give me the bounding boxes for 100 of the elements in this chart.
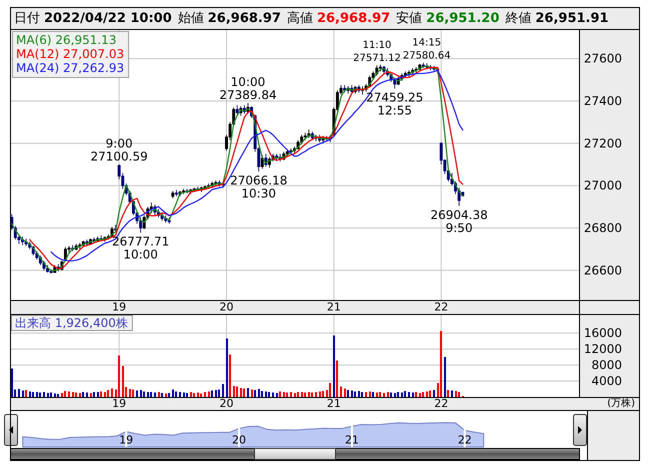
bar [136,390,138,397]
bar [32,392,34,397]
bar [311,392,313,397]
bar [440,330,442,397]
bar [351,390,353,397]
bar [447,390,449,397]
x-tick-label: 19 [119,434,134,446]
y-tick-label: 8000 [591,358,622,372]
bar [455,391,457,397]
bar [204,392,206,397]
bar [279,391,281,397]
bar [218,389,220,397]
x-tick-label: 20 [220,300,234,314]
annotation: 26777.71 10:00 [112,234,170,262]
text: 26,951.91 [535,11,609,26]
text: 26,951.20 [426,11,500,26]
bar [319,391,321,397]
bar [111,388,113,397]
y-tick-label: 4000 [591,374,622,388]
bar [301,392,303,397]
chart-title: 出来高 1,926,400株 [15,316,128,330]
text: MA(24) 27,262.93 [16,61,124,75]
bar [433,390,435,397]
bar [322,391,324,397]
bar [333,336,335,397]
text: 日付 [14,11,40,26]
bar [175,391,177,397]
bar [68,391,70,397]
bar [344,388,346,397]
bar [57,394,59,397]
bar [18,389,20,397]
bar [11,368,13,397]
bar [215,390,217,397]
bar [179,392,181,397]
bar [129,389,131,397]
annotation: 27459.25 12:55 [366,90,424,118]
bar [197,392,199,397]
y-tick-label: 26800 [584,221,622,236]
bar [25,390,27,397]
bar [107,390,109,397]
bar [347,390,349,397]
bar [251,389,253,397]
bar [22,390,24,397]
bar [161,393,163,397]
bar [118,356,120,397]
bar [336,360,338,397]
bar [354,391,356,397]
bar [294,393,296,397]
bar [290,392,292,397]
bar [379,392,381,397]
candlestick [378,64,382,72]
bar [315,392,317,397]
bar [82,392,84,397]
candlestick [174,190,178,197]
bar [165,393,167,397]
text: 終値 [504,11,532,26]
bar [283,392,285,397]
bar [93,392,95,397]
bar [47,393,49,397]
bar [97,392,99,397]
bar [415,392,417,397]
annotation: 14:15 27580.64 [402,38,451,62]
bar [140,390,142,397]
bar [358,391,360,397]
bar [172,389,174,397]
bar [211,390,213,397]
bar [304,392,306,397]
bar [429,390,431,397]
text: 始値 [178,11,204,26]
bar [122,366,124,398]
bar [372,392,374,397]
bar [297,392,299,397]
annotation: 11:10 27571.12 [353,40,401,64]
bar [261,391,263,397]
bar [422,392,424,397]
bar [86,392,88,397]
bar [272,392,274,397]
bar [243,388,245,397]
bar [229,354,231,397]
text: 高値 [286,10,313,26]
y-tick-label: 27400 [584,94,622,108]
bar [36,392,38,397]
y-tick-label: 27200 [584,136,622,150]
x-tick-label: 20 [220,397,234,410]
text: 安値 [396,10,422,26]
y-tick-label: 27000 [584,178,622,193]
bar [383,393,385,397]
annotation: 26904.38 9:50 [430,208,488,235]
y-tick-label: 16000 [584,326,622,340]
x-tick-label: 19 [112,397,126,410]
bar [158,392,160,397]
bar [54,393,56,397]
bar [265,391,267,397]
bar [222,384,224,397]
annotation: 27066.18 10:30 [230,174,288,201]
bar [39,392,41,397]
annotation: 9:00 27100.59 [90,136,148,164]
bar [458,392,460,397]
bar [451,390,453,397]
bar [50,392,52,397]
